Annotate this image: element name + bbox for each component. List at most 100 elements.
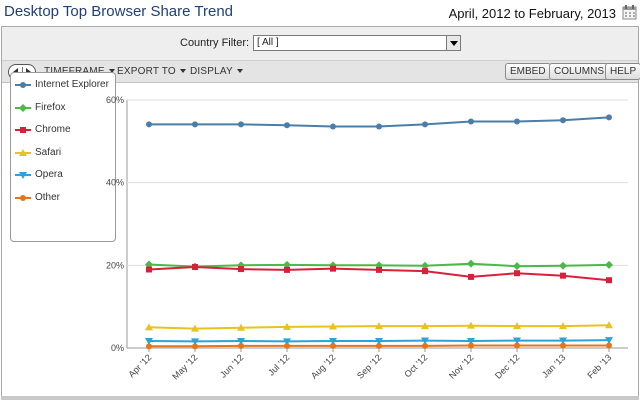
data-point-internet-explorer [422,121,428,128]
caret-down-icon [236,69,243,74]
toolbar: TIMEFRAME EXPORT TO DISPLAY EMBED COLUMN… [2,61,640,83]
data-point-chrome [514,270,520,277]
x-tick-label: Sep '12 [355,352,383,380]
export-menu[interactable]: EXPORT TO [117,66,186,77]
data-point-firefox [559,261,567,270]
data-point-safari [329,322,337,330]
legend-swatch-icon [15,103,31,112]
data-point-other [422,342,428,349]
series-opera [145,337,613,346]
legend-swatch-marker [20,194,26,201]
export-menu-label: EXPORT TO [117,66,176,77]
legend-swatch-marker [19,172,27,179]
data-point-chrome [560,272,566,279]
data-point-internet-explorer [560,117,566,124]
data-point-firefox [513,262,521,271]
data-point-opera [237,337,245,345]
data-point-chrome [146,266,152,273]
y-tick-label: 60% [106,95,124,105]
legend-swatch-icon [15,172,31,179]
country-filter-value: [ All ] [257,37,279,48]
data-point-other [376,342,382,349]
caret-down-icon [179,69,186,74]
x-tick-label: May '12 [170,352,199,381]
y-tick-label: 0% [111,343,124,353]
data-point-chrome [192,263,198,270]
legend-swatch-marker [20,127,26,133]
data-point-opera [191,338,199,346]
chevron-down-icon[interactable] [446,36,460,50]
title-bar: Desktop Top Browser Share Trend April, 2… [0,0,640,26]
data-point-opera [421,337,429,345]
data-point-safari [559,322,567,330]
data-point-opera [283,338,291,346]
legend-item-label: Firefox [35,101,66,113]
calendar-icon[interactable] [622,4,637,20]
series-other [146,342,612,350]
data-point-safari [375,322,383,330]
data-point-opera [605,337,613,345]
legend-item-label: Opera [35,169,63,180]
help-button[interactable]: HELP [605,63,640,80]
x-tick-label: Jan '13 [540,352,567,379]
data-point-safari [145,323,153,331]
data-point-safari [283,322,291,330]
data-point-opera [467,337,475,345]
x-tick-label: Aug '12 [309,352,337,380]
data-point-internet-explorer [468,118,474,125]
data-point-chrome [238,266,244,273]
data-point-internet-explorer [514,118,520,125]
legend-item-label: Safari [35,146,62,158]
data-point-safari [605,321,613,329]
chart-legend: Internet Explorer Firefox Chrome Safari Oper… [10,72,116,242]
date-range-label: April, 2012 to February, 2013 [448,6,616,21]
y-tick-label: 20% [106,260,124,270]
data-point-internet-explorer [146,121,152,128]
data-point-safari [513,322,521,330]
data-point-internet-explorer [284,122,290,129]
data-point-other [284,342,290,349]
data-point-other [606,342,612,349]
data-point-chrome [284,266,290,273]
timeframe-menu[interactable]: TIMEFRAME [44,66,115,77]
data-point-firefox [467,259,475,268]
data-point-safari [467,321,475,329]
data-point-opera [329,337,337,345]
legend-swatch-icon [15,194,31,201]
legend-swatch-icon [15,148,31,156]
data-point-chrome [422,268,428,275]
data-point-internet-explorer [606,114,612,121]
data-point-other [146,343,152,350]
page-title: Desktop Top Browser Share Trend [4,3,234,20]
data-point-safari [237,323,245,331]
legend-item-label: Internet Explorer [35,79,109,90]
legend-item-label: Chrome [35,124,71,135]
legend-item-label: Other [35,191,61,203]
display-menu-label: DISPLAY [190,66,233,77]
x-tick-label: Feb '13 [585,352,613,380]
country-filter-select[interactable]: [ All ] [253,35,461,51]
data-point-opera [145,337,153,345]
series-safari [145,321,613,332]
data-point-internet-explorer [192,121,198,128]
display-menu[interactable]: DISPLAY [190,66,243,77]
data-point-other [514,342,520,349]
data-point-other [192,343,198,350]
legend-swatch-marker [20,82,26,88]
data-point-other [330,342,336,349]
data-point-internet-explorer [330,123,336,130]
data-point-chrome [376,266,382,273]
horizontal-scrollbar[interactable] [1,396,639,400]
x-tick-label: Nov '12 [447,352,475,380]
legend-swatch-marker [19,103,27,112]
series-chrome [146,263,612,284]
legend-swatch-icon [15,82,31,88]
legend-swatch-marker [19,148,27,156]
data-point-other [560,342,566,349]
x-tick-label: Apr '12 [126,352,153,379]
data-point-firefox [605,260,613,269]
country-filter-label: Country Filter: [180,37,250,49]
x-tick-label: Jul '12 [266,352,291,377]
timeframe-menu-label: TIMEFRAME [44,66,105,77]
